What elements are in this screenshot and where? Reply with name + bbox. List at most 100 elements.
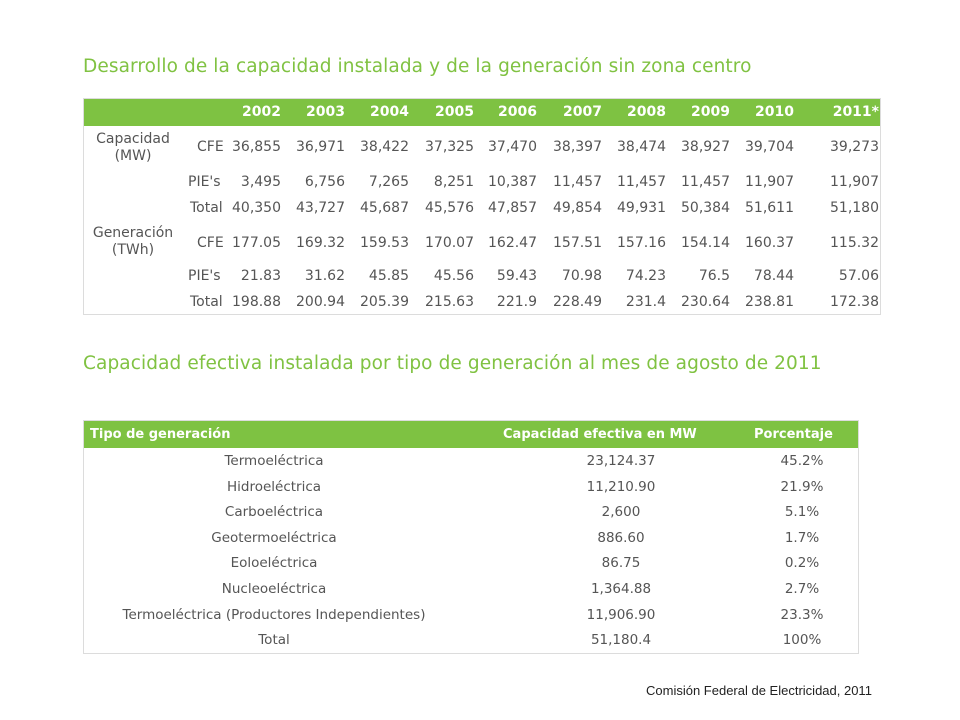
group-label-line2: (MW)	[114, 148, 152, 164]
table-cell: 7,265	[368, 174, 409, 190]
table-cell: 36,855	[232, 139, 281, 155]
table-cell: 221.9	[496, 294, 537, 310]
table-cell: 231.4	[625, 294, 666, 310]
table-cell: 45.85	[368, 268, 409, 284]
table-cell: 49,931	[617, 200, 666, 216]
header-porcentaje: Porcentaje	[754, 427, 833, 442]
table-cell: 159.53	[360, 235, 409, 251]
row-label: CFE	[197, 139, 224, 155]
table-cell: 11,457	[553, 174, 602, 190]
table-cell-capacidad: 886.60	[597, 530, 645, 546]
row-label: PIE's	[188, 174, 221, 190]
table-cell: 59.43	[496, 268, 537, 284]
table-cell-capacidad: 51,180.4	[590, 632, 652, 648]
table-cell-capacidad: 23,124.37	[586, 453, 656, 469]
year-header: 2008	[627, 104, 666, 120]
group-label: Capacidad (MW)	[84, 131, 182, 165]
table-cell-porcentaje: 5.1%	[784, 504, 820, 520]
table-cell: 157.51	[553, 235, 602, 251]
table-cell: 6,756	[304, 174, 345, 190]
table-cell: 162.47	[488, 235, 537, 251]
group-label: Generación (TWh)	[84, 225, 182, 259]
row-label: Total	[190, 200, 223, 216]
table-cell: 177.05	[232, 235, 281, 251]
table-cell: 115.32	[830, 235, 879, 251]
table-cell: 11,907	[830, 174, 879, 190]
group-label-line1: Generación	[92, 225, 174, 241]
year-header: 2005	[435, 104, 474, 120]
table-cell-capacidad: 1,364.88	[590, 581, 652, 597]
table-cell: 57.06	[838, 268, 879, 284]
header-capacidad-efectiva: Capacidad efectiva en MW	[503, 427, 697, 442]
row-label: PIE's	[188, 268, 221, 284]
year-header: 2006	[498, 104, 537, 120]
table-cell: 31.62	[304, 268, 345, 284]
table-cell: 51,611	[745, 200, 794, 216]
year-header: 2002	[242, 104, 281, 120]
year-header: 2011*	[832, 104, 879, 120]
table-cell: 43,727	[296, 200, 345, 216]
year-header: 2007	[563, 104, 602, 120]
table-cell-tipo: Total	[258, 632, 290, 648]
table-cell: 38,474	[617, 139, 666, 155]
year-header: 2003	[306, 104, 345, 120]
source-note: Comisión Federal de Electricidad, 2011	[646, 683, 872, 698]
table-cell: 3,495	[240, 174, 281, 190]
table-cell: 78.44	[753, 268, 794, 284]
table-cell: 200.94	[296, 294, 345, 310]
table-cell: 37,470	[488, 139, 537, 155]
table-cell: 172.38	[830, 294, 879, 310]
table-cell-capacidad: 2,600	[601, 504, 641, 520]
table-cell: 10,387	[488, 174, 537, 190]
year-header: 2004	[370, 104, 409, 120]
group-label-line2: (TWh)	[111, 242, 155, 258]
table-cell-tipo: Hidroeléctrica	[226, 479, 322, 495]
row-label: CFE	[197, 235, 224, 251]
table-cell: 157.16	[617, 235, 666, 251]
table-cell: 40,350	[232, 200, 281, 216]
table-cell: 49,854	[553, 200, 602, 216]
table-cell-capacidad: 86.75	[601, 555, 641, 571]
table-cell: 230.64	[681, 294, 730, 310]
table-cell: 170.07	[425, 235, 474, 251]
table-cell: 74.23	[625, 268, 666, 284]
table-cell: 38,397	[553, 139, 602, 155]
table-cell-porcentaje: 23.3%	[780, 607, 824, 623]
table-cell-porcentaje: 21.9%	[780, 479, 824, 495]
table-cell-tipo: Geotermoeléctrica	[211, 530, 337, 546]
table-cell: 215.63	[425, 294, 474, 310]
table-cell-porcentaje: 0.2%	[784, 555, 820, 571]
table-cell: 47,857	[488, 200, 537, 216]
table-capacidad-generacion: 2002 2003 2004 2005 2006 2007 2008 2009 2010 2011…	[83, 98, 881, 315]
table1-header-row: 2002 2003 2004 2005 2006 2007 2008 2009 2010 2011…	[84, 99, 880, 126]
table-cell: 36,971	[296, 139, 345, 155]
title-capacidad-efectiva: Capacidad efectiva instalada por tipo de…	[83, 353, 822, 374]
table-cell: 8,251	[433, 174, 474, 190]
table-cell: 11,457	[681, 174, 730, 190]
table-cell: 238.81	[745, 294, 794, 310]
table-cell-tipo: Termoeléctrica	[224, 453, 324, 469]
table-tipo-generacion: Tipo de generación Capacidad efectiva en…	[83, 420, 859, 654]
table-cell-porcentaje: 45.2%	[780, 453, 824, 469]
table-cell: 21.83	[240, 268, 281, 284]
table-cell-porcentaje: 100%	[782, 632, 822, 648]
table-cell: 11,907	[745, 174, 794, 190]
table-cell-tipo: Carboeléctrica	[224, 504, 324, 520]
table-cell-tipo: Eoloeléctrica	[230, 555, 318, 571]
table-cell-tipo: Nucleoeléctrica	[221, 581, 327, 597]
table-cell-capacidad: 11,210.90	[586, 479, 656, 495]
year-header: 2009	[691, 104, 730, 120]
table-cell: 169.32	[296, 235, 345, 251]
table-cell-porcentaje: 2.7%	[784, 581, 820, 597]
table-cell: 51,180	[830, 200, 879, 216]
table-cell: 50,384	[681, 200, 730, 216]
table-cell: 38,927	[681, 139, 730, 155]
table-cell-capacidad: 11,906.90	[586, 607, 656, 623]
table-cell: 45,576	[425, 200, 474, 216]
row-label: Total	[190, 294, 223, 310]
table-cell: 228.49	[553, 294, 602, 310]
year-header: 2010	[755, 104, 794, 120]
table-cell: 76.5	[698, 268, 730, 284]
table-cell: 154.14	[681, 235, 730, 251]
table-cell: 37,325	[425, 139, 474, 155]
